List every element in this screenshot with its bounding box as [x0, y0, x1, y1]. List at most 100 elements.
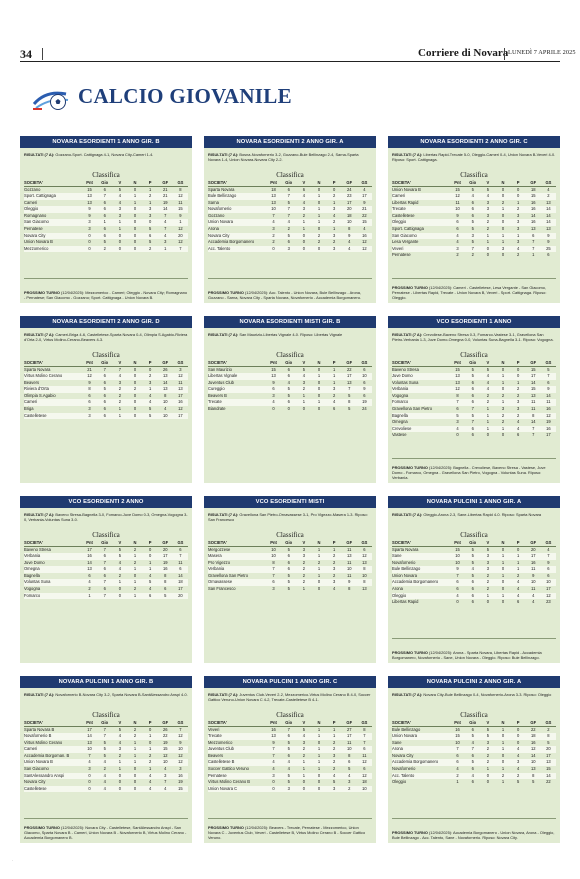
stat-cell: 1 [127, 579, 143, 587]
stat-cell: 4 [82, 579, 98, 587]
table-row: Acc. Talento 0 3 0 0 3 4 12 [208, 245, 372, 253]
stat-cell: 2 [317, 239, 321, 245]
team-name: Sparta Novara [208, 186, 235, 192]
stat-cell: 1 [296, 399, 312, 407]
stat-cell: 10 [271, 546, 276, 552]
stat-cell: 1 [495, 592, 511, 600]
stat-cell: 5 [516, 779, 520, 785]
stat-cell: 7 [266, 566, 282, 573]
stat-cell: 0 [501, 586, 505, 592]
stat-cell: 11 [347, 546, 352, 552]
stat-cell: 13 [271, 199, 276, 205]
team-name: Union Novara B [24, 759, 82, 767]
table-row: San Giacomo 4 3 1 1 1 6 9 [392, 232, 556, 240]
stat-cell: 0 [501, 432, 505, 438]
table-row: Sparta Novara B 17 7 5 2 0 26 7 [24, 726, 188, 733]
stat-cell: 11 [178, 379, 183, 385]
stat-cell: 4 [281, 219, 297, 227]
column-header: GF [341, 360, 357, 367]
stat-cell: 15 [450, 733, 466, 740]
stat-cell: 14 [530, 752, 536, 758]
results-text: RISULTATI (7 A): Novara City-Bule Bellin… [388, 688, 560, 710]
stat-cell: 4 [456, 766, 459, 772]
stat-cell: 12 [356, 772, 372, 780]
team-name: Novafornerio [208, 206, 266, 213]
column-header: GS [540, 540, 556, 547]
stat-cell: 6 [471, 199, 474, 205]
column-header: Pnt [266, 720, 282, 727]
page-number: 34 [20, 47, 32, 61]
stat-cell: 8 [348, 752, 351, 758]
stat-cell: 10 [450, 553, 466, 560]
stat-cell: 6 [450, 759, 466, 767]
stat-cell: 12 [450, 386, 466, 393]
stat-cell: 2 [142, 759, 158, 767]
stat-cell: 4 [450, 232, 466, 240]
stat-cell: 1 [501, 239, 505, 245]
stat-cell: 2 [296, 746, 312, 753]
team-name: Bagnella [24, 572, 40, 578]
team-name: Trecate [208, 399, 266, 407]
stat-cell: 21 [157, 193, 173, 200]
team-name: Vogogna [392, 392, 409, 398]
stat-cell: 0 [516, 366, 520, 372]
classifica-heading: Classifica [276, 531, 304, 539]
team-name: San Giacomo [24, 219, 82, 227]
stat-cell: 17 [346, 199, 352, 205]
stat-cell: 4 [97, 759, 113, 767]
stat-cell: 4 [82, 759, 98, 767]
stat-cell: 3 [486, 212, 489, 218]
stat-cell: 13 [266, 733, 282, 740]
stat-cell: 15 [525, 193, 541, 200]
stat-cell: 4 [112, 193, 128, 200]
stat-cell: 4 [480, 373, 496, 380]
stat-cell: 6 [456, 752, 459, 758]
stat-cell: 12 [172, 373, 188, 380]
column-header: V [112, 540, 128, 547]
stat-cell: 2 [88, 586, 91, 592]
stat-cell: 6 [471, 379, 474, 385]
stat-cell: 2 [326, 193, 342, 200]
stat-cell: 10 [525, 759, 541, 767]
stat-cell: 0 [332, 186, 336, 192]
stat-cell: 15 [87, 186, 92, 192]
stat-cell: 17 [525, 553, 541, 560]
table-row: Beavers 9 6 3 0 3 14 11 [24, 380, 188, 387]
stat-cell: 4 [296, 733, 312, 740]
stat-cell: 17 [178, 586, 183, 592]
column-header: Gio [97, 720, 113, 727]
stat-cell: 6 [88, 572, 91, 578]
stat-cell: 2 [480, 219, 496, 227]
table-row: Sport. Cattignaga 13 7 4 1 2 21 12 [24, 193, 188, 200]
team-name: Novara City [208, 232, 266, 240]
team-name: Baveno Stresa [24, 546, 51, 552]
column-header: N [127, 540, 143, 547]
table-row: Sane 10 5 3 1 1 17 7 [392, 553, 556, 560]
stat-cell: 4 [326, 399, 342, 407]
column-header: GF [525, 540, 541, 547]
stat-cell: 15 [530, 366, 536, 372]
stat-cell: 14 [540, 772, 556, 780]
stat-cell: 0 [510, 733, 526, 740]
table-row: Virtus Molino Cerano 13 5 4 1 0 19 9 [24, 740, 188, 747]
stat-cell: 5 [281, 579, 297, 587]
stat-cell: 14 [530, 419, 536, 425]
standings-table: SOCIETA' Pnt Gio V N P GF GS Sparta Novara 18 6 6 0 0… [208, 180, 372, 253]
table-row: Mergozzese 10 5 3 1 1 11 6 [208, 546, 372, 553]
stat-cell: 1 [332, 366, 336, 372]
stat-cell: 1 [332, 199, 336, 205]
divider [208, 818, 372, 819]
stat-cell: 0 [118, 779, 121, 785]
column-header: Gio [465, 720, 481, 727]
team-name: Accademia Borgomanero [208, 239, 255, 245]
page-header: 34 Corriere di Novara LUNEDÌ 7 APRILE 20… [20, 47, 575, 62]
stat-cell: 2 [326, 746, 342, 753]
team-name: Mezzomerico [24, 245, 82, 253]
stat-cell: 1 [118, 226, 121, 232]
table-row: Veveri 3 7 0 3 4 7 25 [392, 245, 556, 253]
stat-cell: 7 [97, 733, 113, 740]
stat-cell: 13 [540, 759, 556, 767]
column-header: N [311, 720, 327, 727]
team-name: Fomarco [392, 399, 450, 407]
stat-cell: 1 [501, 572, 505, 578]
